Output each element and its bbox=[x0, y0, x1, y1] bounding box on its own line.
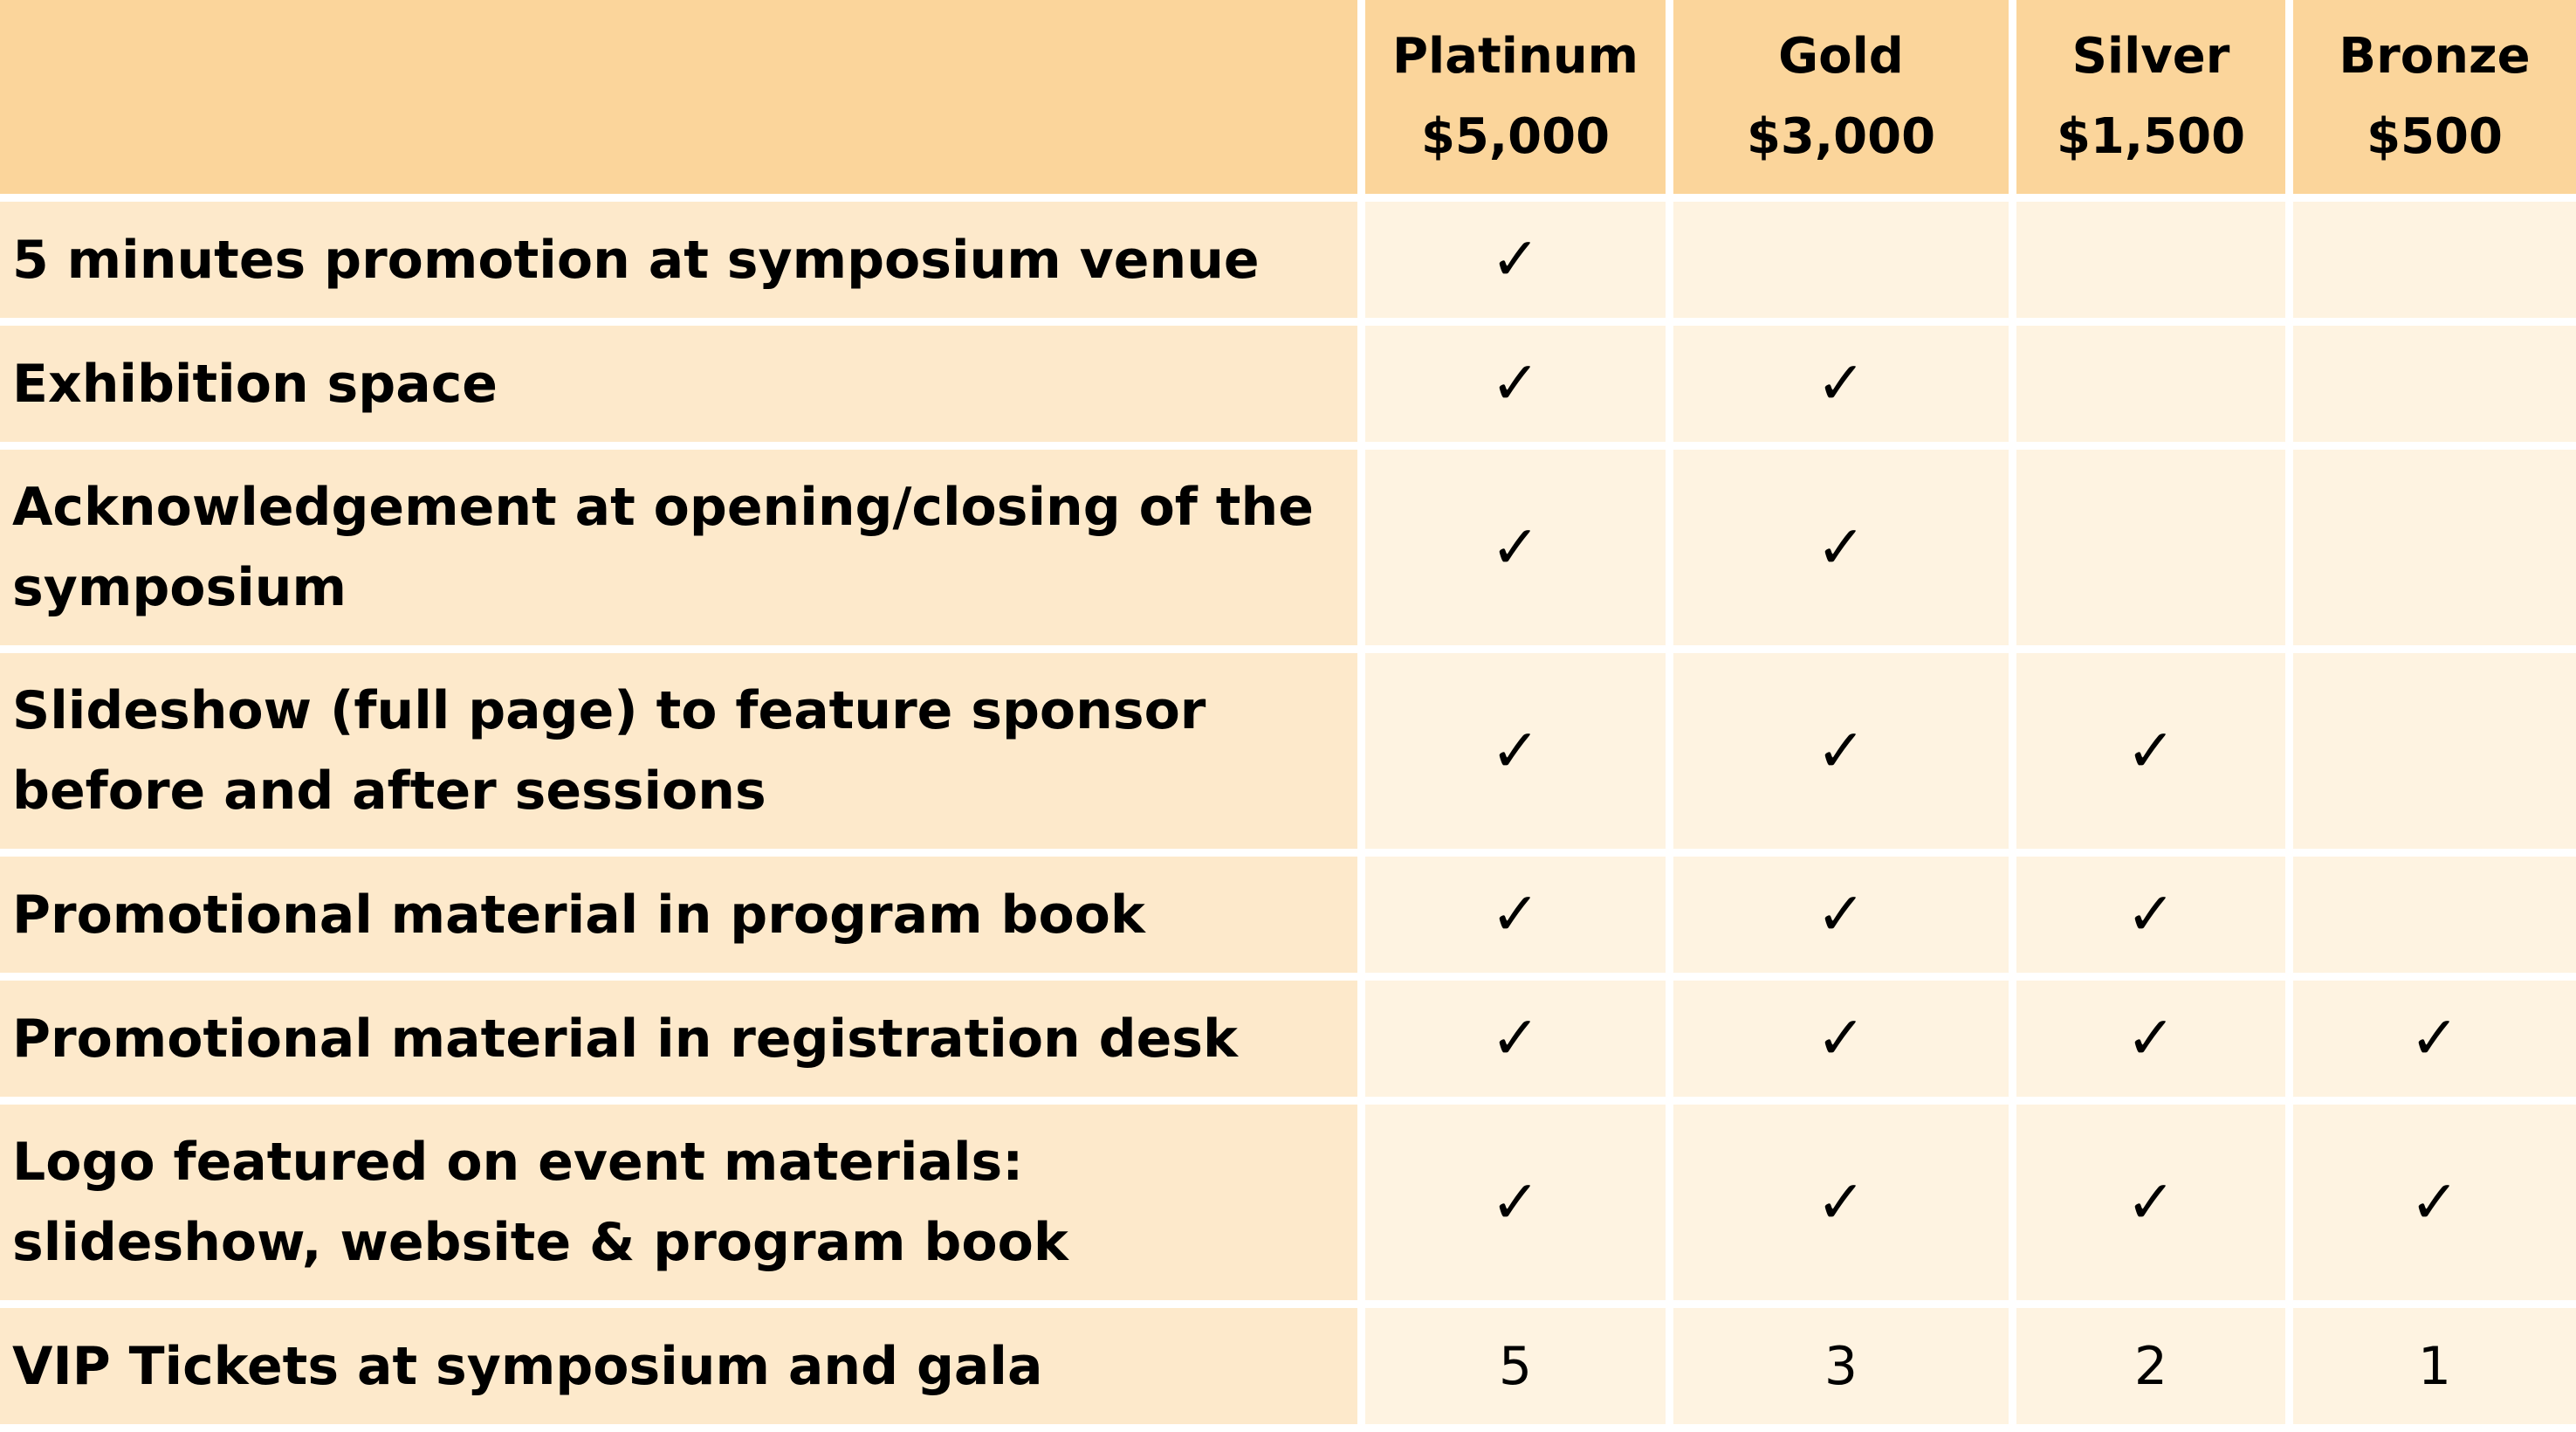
check-icon: ✓ bbox=[1365, 326, 1666, 442]
check-icon: ✓ bbox=[1365, 450, 1666, 645]
check-icon: ✓ bbox=[1673, 1105, 2009, 1300]
check-icon: ✓ bbox=[2016, 857, 2285, 973]
benefit-label: Slideshow (full page) to feature sponsor… bbox=[0, 653, 1357, 849]
table-row: VIP Tickets at symposium and gala 5 3 2 … bbox=[0, 1308, 2576, 1424]
check-icon: ✓ bbox=[2016, 1105, 2285, 1300]
tier-name: Bronze bbox=[2339, 28, 2531, 85]
check-icon: ✓ bbox=[2016, 981, 2285, 1097]
benefit-label: VIP Tickets at symposium and gala bbox=[0, 1308, 1357, 1424]
table-row: Acknowledgement at opening/closing of th… bbox=[0, 450, 2576, 645]
table-row: 5 minutes promotion at symposium venue ✓ bbox=[0, 202, 2576, 318]
empty-cell bbox=[2293, 326, 2576, 442]
header-row: Platinum $5,000 Gold $3,000 Silver $1,50… bbox=[0, 0, 2576, 194]
check-icon: ✓ bbox=[1673, 326, 2009, 442]
tier-header-platinum: Platinum $5,000 bbox=[1365, 0, 1666, 194]
tier-price: $500 bbox=[2366, 108, 2503, 165]
tier-price: $5,000 bbox=[1420, 108, 1611, 165]
check-icon: ✓ bbox=[1365, 857, 1666, 973]
check-icon: ✓ bbox=[1673, 857, 2009, 973]
check-icon: ✓ bbox=[1673, 450, 2009, 645]
table-row: Logo featured on event materials: slides… bbox=[0, 1105, 2576, 1300]
empty-cell bbox=[2293, 450, 2576, 645]
tier-header-bronze: Bronze $500 bbox=[2293, 0, 2576, 194]
benefit-label: Acknowledgement at opening/closing of th… bbox=[0, 450, 1357, 645]
tier-name: Gold bbox=[1778, 28, 1904, 85]
check-icon: ✓ bbox=[2293, 981, 2576, 1097]
tier-header-gold: Gold $3,000 bbox=[1673, 0, 2009, 194]
tier-header-silver: Silver $1,500 bbox=[2016, 0, 2285, 194]
empty-cell bbox=[1673, 202, 2009, 318]
check-icon: ✓ bbox=[1673, 981, 2009, 1097]
empty-cell bbox=[2293, 857, 2576, 973]
benefit-label: 5 minutes promotion at symposium venue bbox=[0, 202, 1357, 318]
check-icon: ✓ bbox=[1365, 1105, 1666, 1300]
empty-cell bbox=[2016, 202, 2285, 318]
check-icon: ✓ bbox=[2016, 653, 2285, 849]
header-corner bbox=[0, 0, 1357, 194]
empty-cell bbox=[2293, 653, 2576, 849]
table-row: Slideshow (full page) to feature sponsor… bbox=[0, 653, 2576, 849]
table-row: Promotional material in registration des… bbox=[0, 981, 2576, 1097]
benefit-label: Exhibition space bbox=[0, 326, 1357, 442]
empty-cell bbox=[2293, 202, 2576, 318]
check-icon: ✓ bbox=[1365, 653, 1666, 849]
benefit-label: Promotional material in program book bbox=[0, 857, 1357, 973]
ticket-count: 3 bbox=[1673, 1308, 2009, 1424]
ticket-count: 5 bbox=[1365, 1308, 1666, 1424]
empty-cell bbox=[2016, 450, 2285, 645]
table-row: Promotional material in program book ✓ ✓… bbox=[0, 857, 2576, 973]
table-row: Exhibition space ✓ ✓ bbox=[0, 326, 2576, 442]
benefit-label: Promotional material in registration des… bbox=[0, 981, 1357, 1097]
ticket-count: 2 bbox=[2016, 1308, 2285, 1424]
check-icon: ✓ bbox=[2293, 1105, 2576, 1300]
check-icon: ✓ bbox=[1673, 653, 2009, 849]
ticket-count: 1 bbox=[2293, 1308, 2576, 1424]
tier-price: $3,000 bbox=[1746, 108, 1936, 165]
empty-cell bbox=[2016, 326, 2285, 442]
check-icon: ✓ bbox=[1365, 981, 1666, 1097]
benefit-label: Logo featured on event materials: slides… bbox=[0, 1105, 1357, 1300]
tier-price: $1,500 bbox=[2056, 108, 2246, 165]
tier-name: Silver bbox=[2071, 28, 2230, 85]
check-icon: ✓ bbox=[1365, 202, 1666, 318]
tier-name: Platinum bbox=[1391, 28, 1639, 85]
